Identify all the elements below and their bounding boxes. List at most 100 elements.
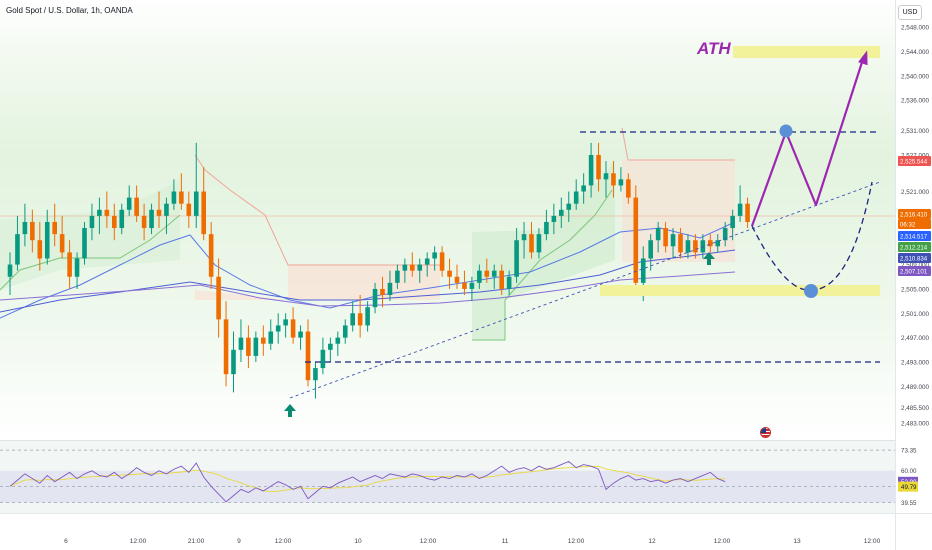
candle bbox=[618, 167, 624, 192]
candle-body bbox=[514, 240, 519, 277]
candle-body bbox=[37, 240, 43, 259]
candle bbox=[447, 258, 452, 289]
candle-body bbox=[633, 197, 639, 283]
price-tick: 2,483.000 bbox=[901, 420, 930, 427]
candle bbox=[596, 142, 601, 192]
price-label-text: 2,516.410 bbox=[900, 211, 928, 218]
price-label: 2,507.101 bbox=[898, 266, 931, 276]
candle-body bbox=[186, 203, 192, 216]
candle bbox=[670, 228, 676, 259]
us-flag-icon[interactable] bbox=[760, 427, 771, 438]
price-tick: 2,527.000 bbox=[901, 152, 930, 159]
candle-body bbox=[670, 234, 676, 247]
price-tick: 2,540.000 bbox=[901, 73, 930, 80]
rsi-tick: 73.35 bbox=[901, 447, 917, 454]
rsi-tick-text: 73.35 bbox=[901, 447, 917, 454]
support-zone bbox=[600, 285, 880, 296]
candle bbox=[268, 319, 274, 350]
rsi-tick-text: 60.00 bbox=[901, 468, 917, 475]
candle bbox=[648, 234, 653, 271]
time-tick: 12:00 bbox=[420, 538, 437, 545]
ath-label: ATH bbox=[697, 39, 731, 58]
candle bbox=[536, 228, 542, 259]
price-label: 2,510.834 bbox=[898, 253, 931, 263]
candle-body bbox=[432, 252, 437, 259]
time-tick: 10 bbox=[354, 538, 362, 545]
candle bbox=[298, 325, 303, 350]
time-tick: 12 bbox=[648, 538, 656, 545]
candle-body bbox=[30, 221, 35, 241]
candle bbox=[74, 252, 80, 289]
candle-body bbox=[477, 270, 482, 283]
candle bbox=[149, 203, 154, 235]
price-label-text: 2,525.544 bbox=[900, 158, 928, 165]
time-tick: 12:00 bbox=[714, 538, 731, 545]
candle-body bbox=[544, 221, 549, 235]
price-label-text: 2,507.101 bbox=[900, 268, 928, 275]
candle bbox=[491, 264, 497, 289]
candle bbox=[193, 142, 199, 229]
price-label-bg bbox=[898, 266, 931, 276]
candle-body bbox=[484, 270, 490, 277]
candle bbox=[7, 252, 13, 296]
candle-body bbox=[275, 325, 281, 332]
candle bbox=[581, 173, 586, 204]
candle bbox=[588, 142, 594, 198]
candle bbox=[730, 209, 735, 241]
candle bbox=[313, 361, 318, 399]
price-tick: 2,485.500 bbox=[901, 405, 930, 412]
time-tick: 11 bbox=[502, 538, 509, 545]
candle bbox=[663, 221, 668, 253]
candle-body bbox=[618, 179, 624, 186]
candle-body bbox=[149, 209, 154, 229]
candle-body bbox=[685, 240, 691, 253]
time-tick: 12:00 bbox=[864, 538, 881, 545]
supertrend-green-line-left bbox=[0, 214, 181, 291]
candle-body bbox=[164, 203, 169, 216]
candle bbox=[119, 203, 125, 235]
price-tick: 2,505.000 bbox=[901, 286, 930, 293]
price-tick: 2,497.000 bbox=[901, 335, 930, 342]
candle bbox=[514, 228, 519, 283]
candle bbox=[506, 270, 512, 296]
candle bbox=[253, 331, 259, 362]
price-tick: 2,531.000 bbox=[901, 128, 930, 135]
candle-body bbox=[97, 209, 102, 216]
candle bbox=[164, 197, 169, 235]
candle-body bbox=[290, 319, 296, 338]
candle-body bbox=[730, 215, 735, 229]
ma-blue-line bbox=[0, 221, 736, 319]
candle bbox=[15, 215, 20, 271]
candle bbox=[89, 203, 95, 241]
candle bbox=[52, 203, 57, 247]
candle-body bbox=[715, 240, 721, 247]
price-tick: 2,489.000 bbox=[901, 384, 930, 391]
candle-body bbox=[372, 288, 378, 308]
time-tick: 12:00 bbox=[130, 538, 147, 545]
currency-button[interactable]: USD bbox=[898, 5, 922, 20]
candle-body bbox=[491, 270, 497, 277]
rsi-tick: 60.00 bbox=[901, 468, 917, 475]
ath-zone bbox=[733, 46, 880, 58]
candle-body bbox=[74, 258, 80, 277]
candle-body bbox=[216, 276, 221, 320]
candle-body bbox=[335, 337, 341, 344]
time-tick: 6 bbox=[64, 538, 68, 545]
candle-body bbox=[387, 282, 393, 296]
projection-arrowhead bbox=[858, 50, 868, 66]
price-tick: 2,548.000 bbox=[901, 25, 930, 32]
candle-body bbox=[305, 331, 311, 381]
candle-body bbox=[410, 264, 415, 271]
candle bbox=[67, 240, 72, 289]
candle-body bbox=[357, 313, 363, 326]
candle bbox=[246, 325, 251, 369]
candle-body bbox=[268, 331, 274, 344]
rsi-ma-line bbox=[9, 465, 726, 493]
candle bbox=[722, 221, 728, 247]
candle bbox=[59, 215, 65, 259]
candle bbox=[37, 221, 43, 271]
supertrend-red-line-2 bbox=[621, 127, 735, 161]
candle-body bbox=[15, 234, 20, 265]
candle-body bbox=[22, 221, 28, 235]
price-tick: 2,544.000 bbox=[901, 49, 930, 56]
